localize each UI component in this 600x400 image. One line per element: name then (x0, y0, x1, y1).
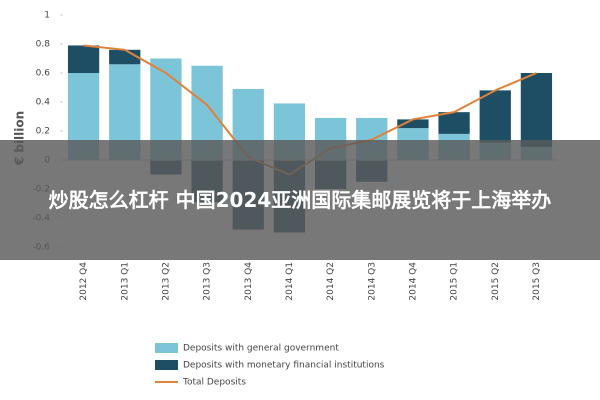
x-tick-label: 2013 Q2 (161, 262, 171, 301)
y-tick-label: 0.2 (36, 127, 50, 137)
y-tick-label: 1 (44, 11, 50, 21)
y-tick-label: 0.8 (36, 40, 51, 50)
bar-segment (520, 73, 553, 147)
x-tick-label: 2012 Q4 (79, 262, 89, 301)
bar-segment (438, 112, 470, 134)
legend-label: Total Deposits (182, 378, 246, 388)
bar-segment (67, 45, 100, 73)
bar-segment (479, 90, 511, 143)
headline-banner: 炒股怎么杠杆 中国2024亚洲国际集邮展览将于上海举办 (0, 140, 600, 260)
x-tick-label: 2014 Q4 (408, 262, 418, 301)
legend-swatch (155, 360, 178, 370)
x-tick-label: 2015 Q2 (491, 262, 501, 301)
y-tick-label: 0.4 (36, 98, 51, 108)
legend-label: Deposits with monetary financial institu… (183, 361, 385, 371)
legend-swatch (155, 343, 178, 353)
x-tick-label: 2014 Q1 (285, 262, 295, 301)
legend-label: Deposits with general government (183, 344, 339, 354)
x-tick-label: 2013 Q4 (244, 262, 254, 301)
x-tick-label: 2014 Q2 (326, 262, 336, 301)
x-tick-label: 2013 Q1 (120, 262, 130, 301)
x-tick-label: 2015 Q3 (532, 262, 542, 301)
x-tick-label: 2014 Q3 (367, 262, 377, 301)
bar-segment (397, 119, 429, 129)
y-tick-label: 0.6 (36, 69, 51, 79)
x-tick-label: 2015 Q1 (450, 262, 460, 301)
x-tick-label: 2013 Q3 (203, 262, 213, 301)
headline: 炒股怎么杠杆 中国2024亚洲国际集邮展览将于上海举办 (48, 188, 552, 212)
